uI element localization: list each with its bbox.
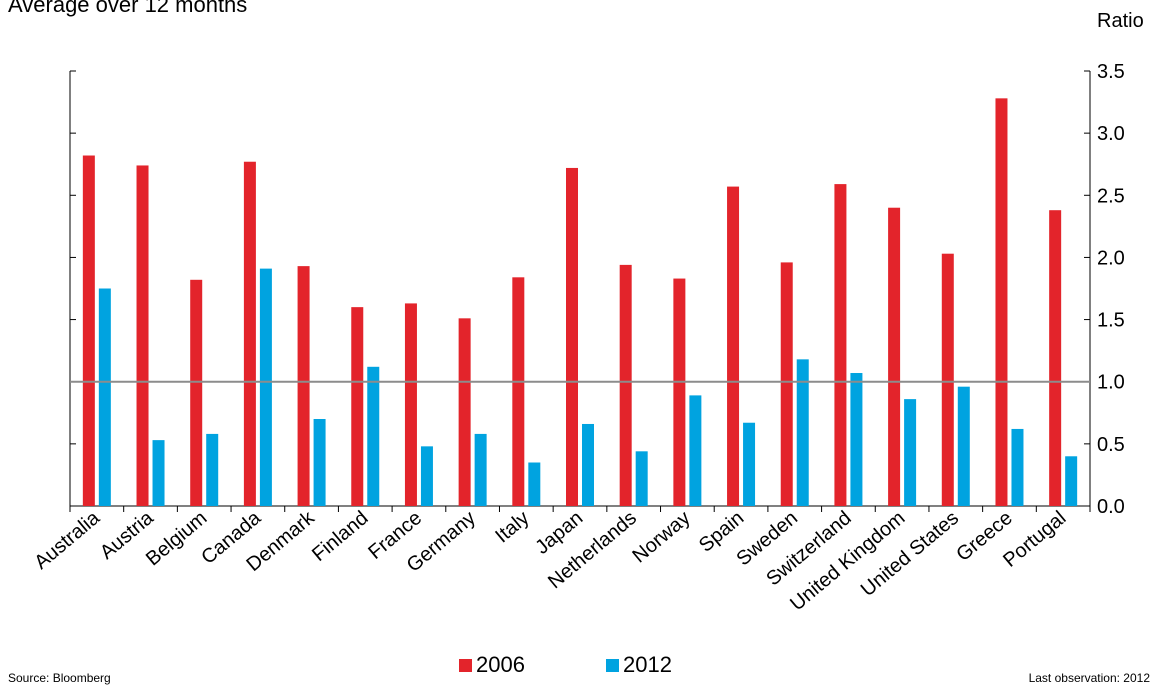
y-tick-label: 3.0 — [1097, 123, 1125, 145]
bar-2006-united-kingdom — [888, 207, 901, 506]
bar-2006-greece — [995, 98, 1008, 506]
x-tick-label: Belgium — [142, 507, 212, 570]
y-tick-label: 2.5 — [1097, 185, 1125, 207]
y-tick-label: 1.0 — [1097, 372, 1125, 394]
bar-2006-spain — [727, 186, 740, 507]
bar-2012-portugal — [1065, 456, 1078, 506]
bar-2012-united-kingdom — [904, 399, 917, 506]
y-tick-label: 2.0 — [1097, 247, 1125, 269]
source-note: Source: Bloomberg — [8, 671, 111, 685]
y-tick-label: 0.5 — [1097, 434, 1125, 456]
bar-2006-netherlands — [619, 264, 632, 506]
x-tick-label: Australia — [30, 506, 104, 573]
y-tick-label: 3.5 — [1097, 61, 1125, 83]
bar-2012-greece — [1011, 428, 1024, 506]
x-tick-label: Norway — [629, 507, 695, 567]
bar-2012-sweden — [796, 359, 809, 506]
y-tick-label: 1.5 — [1097, 310, 1125, 332]
bar-2006-australia — [82, 155, 95, 506]
legend-label-2006: 2006 — [476, 652, 525, 677]
bar-2006-norway — [673, 278, 686, 506]
bar-2012-switzerland — [850, 373, 863, 506]
bar-2012-united-states — [957, 386, 970, 506]
bar-2006-switzerland — [834, 184, 847, 506]
chart-subtitle: Average over 12 months — [8, 0, 248, 17]
bar-2012-denmark — [313, 419, 326, 506]
bar-2006-belgium — [190, 279, 203, 506]
bar-2012-japan — [582, 423, 594, 506]
bar-2012-australia — [98, 288, 111, 506]
y-axis-label: Ratio — [1097, 10, 1144, 32]
bar-2012-italy — [528, 462, 541, 506]
bar-2006-france — [404, 303, 417, 506]
bar-2006-finland — [351, 307, 364, 506]
y-tick-label: 0.0 — [1097, 496, 1125, 518]
legend-item-2006: 2006 — [459, 652, 525, 678]
bar-2012-belgium — [206, 433, 219, 506]
bar-2012-france — [420, 446, 433, 506]
bar-2006-denmark — [297, 266, 310, 506]
bar-2012-norway — [689, 395, 702, 506]
legend-label-2012: 2012 — [623, 652, 672, 677]
legend-swatch-2012 — [606, 658, 619, 672]
x-tick-label: Finland — [308, 507, 372, 566]
bar-2006-japan — [566, 167, 578, 506]
bar-2006-portugal — [1049, 210, 1062, 506]
bar-2006-austria — [136, 165, 149, 506]
bar-2012-netherlands — [635, 451, 648, 506]
bar-2006-sweden — [780, 262, 793, 506]
bar-2006-germany — [458, 318, 471, 506]
bar-2006-italy — [512, 277, 525, 506]
legend-swatch-2006 — [459, 658, 472, 672]
bar-2012-canada — [259, 268, 272, 506]
bar-2006-canada — [243, 161, 256, 506]
bar-2012-austria — [152, 440, 165, 506]
legend-item-2012: 2012 — [606, 652, 672, 678]
bar-2006-united-states — [941, 253, 954, 506]
last-observation-note: Last observation: 2012 — [1028, 671, 1150, 685]
bar-2012-germany — [474, 433, 487, 506]
bar-2012-spain — [743, 422, 756, 506]
x-tick-label: Italy — [491, 507, 533, 547]
bar-2012-finland — [367, 366, 380, 506]
